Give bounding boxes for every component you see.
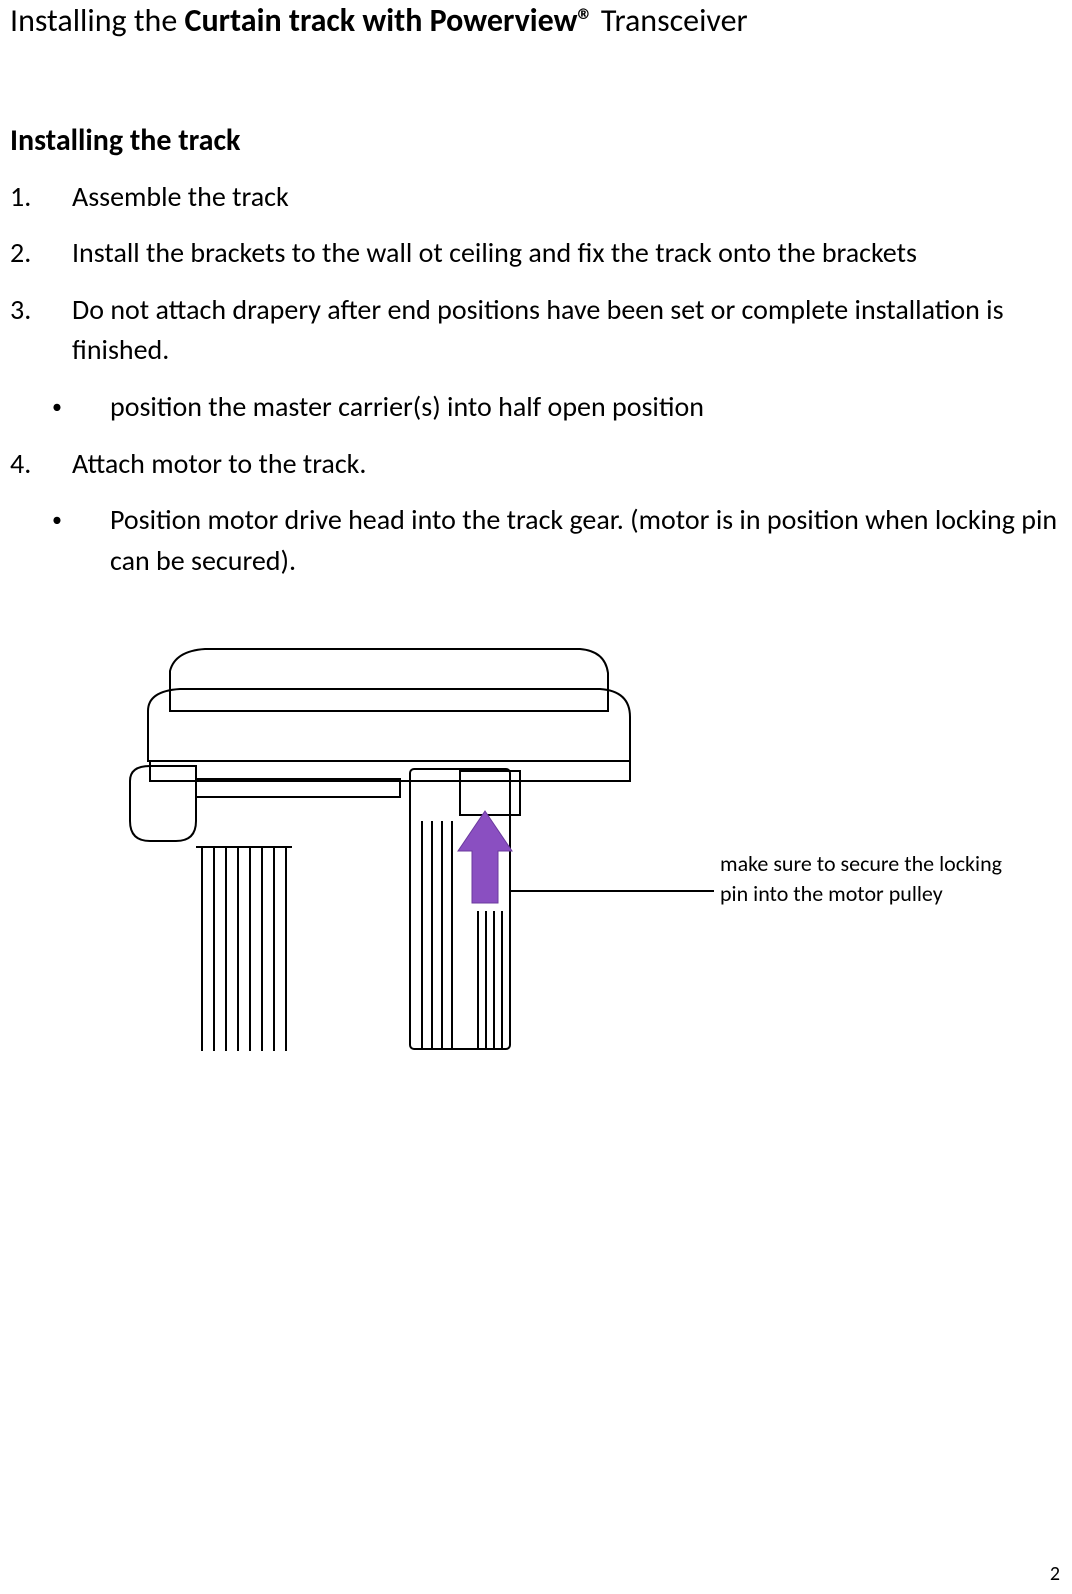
bullet-3-1: position the master carrier(s) into half…: [10, 387, 1062, 428]
title-bold: Curtain track with Powerview®: [185, 1, 594, 40]
step-4: Attach motor to the track.: [10, 444, 1062, 485]
title-prefix: Installing the: [10, 1, 185, 40]
page-number: 2: [1050, 1562, 1060, 1586]
bullets-step-4: Position motor drive head into the track…: [10, 500, 1062, 581]
step-2: Install the brackets to the wall ot ceil…: [10, 233, 1062, 274]
bullets-step-3: position the master carrier(s) into half…: [10, 387, 1062, 428]
step-list: Assemble the track Install the brackets …: [10, 177, 1062, 371]
page-title: Installing the Curtain track with Powerv…: [10, 0, 1062, 42]
step-3: Do not attach drapery after end position…: [10, 290, 1062, 371]
up-arrow-icon: [458, 811, 512, 903]
step-1: Assemble the track: [10, 177, 1062, 218]
section-heading: Installing the track: [10, 122, 1062, 159]
step-list-cont: Attach motor to the track.: [10, 444, 1062, 485]
figure-callout: make sure to secure the locking pin into…: [720, 849, 1030, 908]
installation-figure: make sure to secure the locking pin into…: [110, 611, 1050, 1131]
bullet-4-1: Position motor drive head into the track…: [10, 500, 1062, 581]
title-suffix: Transceiver: [594, 1, 748, 40]
